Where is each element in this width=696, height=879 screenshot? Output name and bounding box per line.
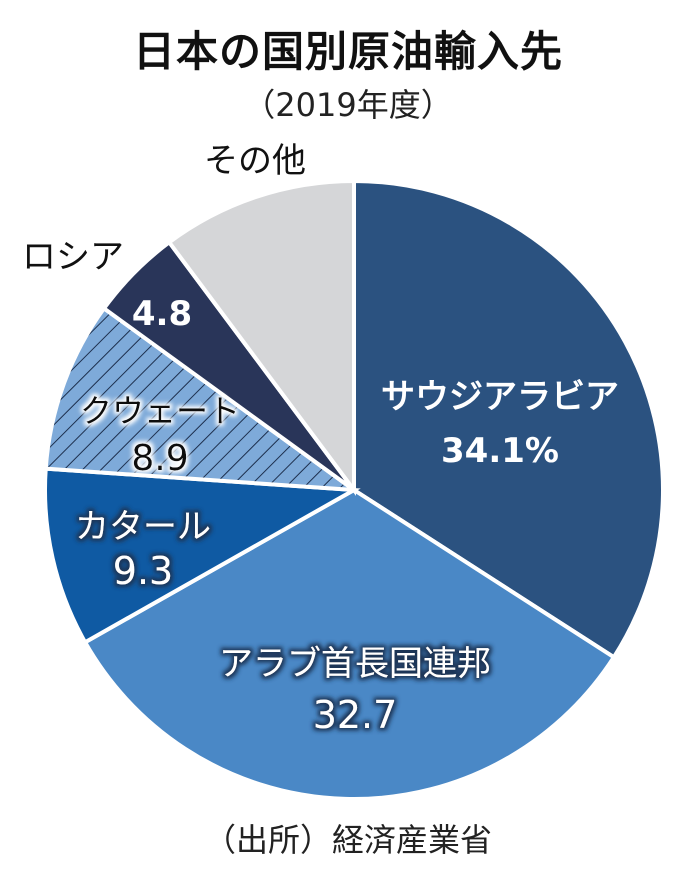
slice-label-4: ロシア (22, 237, 124, 277)
slice-value-1: 32.7 (313, 693, 398, 737)
chart-subtitle: （2019年度） (243, 86, 453, 124)
slice-label-1: アラブ首長国連邦 (219, 644, 491, 684)
slice-value-0: 34.1% (441, 431, 559, 471)
slice-value-4: 4.8 (132, 294, 192, 334)
slice-label-2: カタール (75, 507, 211, 547)
pie-slice-3 (43, 305, 361, 493)
chart-title: 日本の国別原油輸入先 (132, 27, 563, 76)
slice-value-2: 9.3 (113, 549, 173, 593)
chart-source: （出所）経済産業省 (203, 821, 492, 859)
pie-slice-1 (82, 487, 617, 801)
pie-slice-5 (166, 178, 356, 497)
pie-slice-2 (43, 466, 361, 645)
slice-label-3: クウェート (80, 392, 240, 430)
slice-value-3: 8.9 (131, 438, 188, 479)
slice-label-0: サウジアラビア (381, 377, 619, 417)
slice-label-5: その他 (204, 141, 306, 181)
